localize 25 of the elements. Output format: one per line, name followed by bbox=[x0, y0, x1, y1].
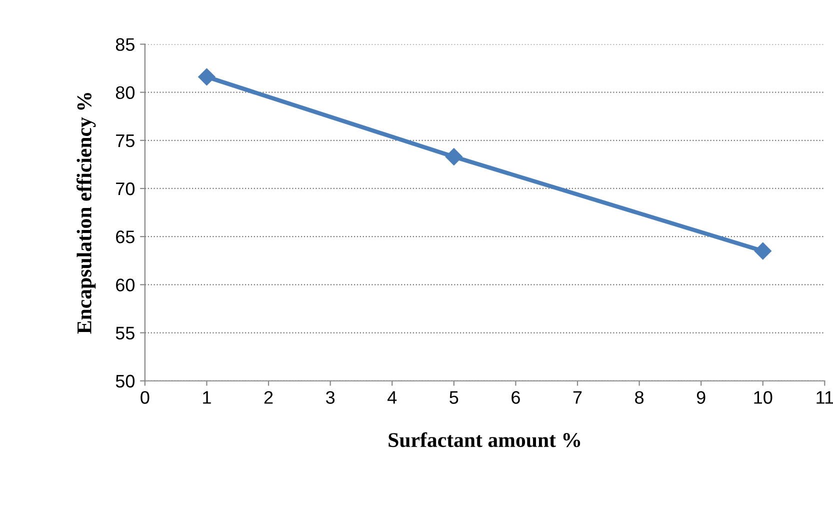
y-tick-label: 50 bbox=[116, 374, 135, 388]
x-axis-title: Surfactant amount % bbox=[388, 432, 580, 448]
y-tick-label: 85 bbox=[116, 38, 134, 51]
y-tick-label: 80 bbox=[116, 86, 135, 100]
x-tick-label: 2 bbox=[264, 391, 273, 404]
x-tick-label: 3 bbox=[326, 391, 335, 404]
x-tick-label: 0 bbox=[140, 391, 150, 404]
x-tick-label: 9 bbox=[696, 391, 706, 404]
x-tick-label: 6 bbox=[512, 391, 520, 404]
y-tick-label: 70 bbox=[116, 182, 135, 196]
x-tick-label: 8 bbox=[635, 391, 644, 404]
x-tick-label: 10 bbox=[754, 391, 772, 404]
y-tick-label: 55 bbox=[116, 326, 134, 340]
x-tick-label: 5 bbox=[450, 391, 458, 404]
y-axis-title: Encapsulation efficiency % bbox=[76, 92, 96, 334]
x-tick-label: 11 bbox=[816, 391, 833, 404]
x-tick-label: 7 bbox=[573, 391, 582, 404]
x-tick-label: 1 bbox=[203, 391, 211, 404]
point bbox=[754, 242, 772, 260]
point bbox=[445, 148, 462, 166]
x-tick-label: 4 bbox=[388, 391, 397, 404]
y-tick-label: 60 bbox=[116, 278, 135, 292]
y-tick-label: 75 bbox=[116, 134, 134, 148]
point bbox=[198, 68, 216, 86]
y-tick-label: 65 bbox=[116, 230, 134, 244]
